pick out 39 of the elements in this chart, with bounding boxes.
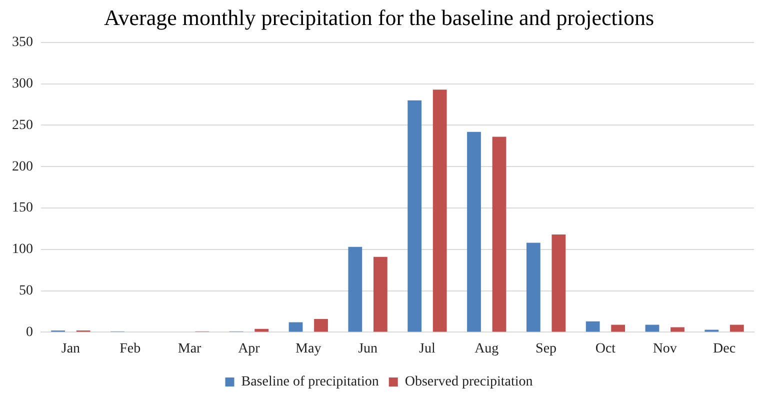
x-tick-label: Apr bbox=[238, 341, 260, 356]
bar bbox=[288, 322, 303, 332]
bar bbox=[586, 321, 600, 332]
x-tick-label: Jan bbox=[61, 341, 80, 356]
bar bbox=[552, 234, 566, 332]
x-tick-label: May bbox=[296, 341, 322, 356]
x-tick-label: Feb bbox=[120, 341, 141, 356]
legend-label: Observed precipitation bbox=[404, 374, 533, 390]
bar bbox=[432, 90, 447, 332]
bar bbox=[467, 132, 481, 332]
x-tick-label: Aug bbox=[474, 341, 499, 356]
bar bbox=[254, 328, 269, 332]
y-tick-label: 0 bbox=[26, 324, 33, 340]
x-tick-label: Nov bbox=[652, 341, 677, 356]
y-tick-label: 50 bbox=[19, 283, 33, 298]
y-tick-label: 150 bbox=[12, 200, 33, 216]
y-tick-label: 200 bbox=[12, 159, 33, 174]
bar bbox=[348, 246, 362, 332]
bar bbox=[492, 136, 506, 332]
y-tick-label: 300 bbox=[12, 76, 33, 92]
bar bbox=[526, 242, 540, 332]
x-tick-label: Sep bbox=[536, 341, 557, 356]
x-tick-label: Oct bbox=[595, 341, 616, 356]
bar bbox=[670, 327, 684, 332]
bar bbox=[408, 100, 422, 332]
y-tick-label: 250 bbox=[12, 118, 33, 133]
bar bbox=[373, 256, 388, 332]
x-tick-label: Jun bbox=[358, 341, 378, 356]
bar bbox=[314, 318, 328, 332]
legend-label: Baseline of precipitation bbox=[241, 374, 379, 390]
x-tick-label: Mar bbox=[178, 341, 202, 356]
bar bbox=[730, 324, 744, 332]
x-tick-label: Dec bbox=[713, 341, 736, 356]
y-tick-label: 100 bbox=[12, 242, 33, 258]
y-tick-label: 350 bbox=[12, 35, 33, 50]
chart-title: Average monthly precipitation for the baseline and projections bbox=[104, 4, 654, 30]
x-tick-label: Jul bbox=[419, 341, 436, 356]
bar bbox=[611, 324, 626, 332]
bar bbox=[645, 324, 660, 332]
